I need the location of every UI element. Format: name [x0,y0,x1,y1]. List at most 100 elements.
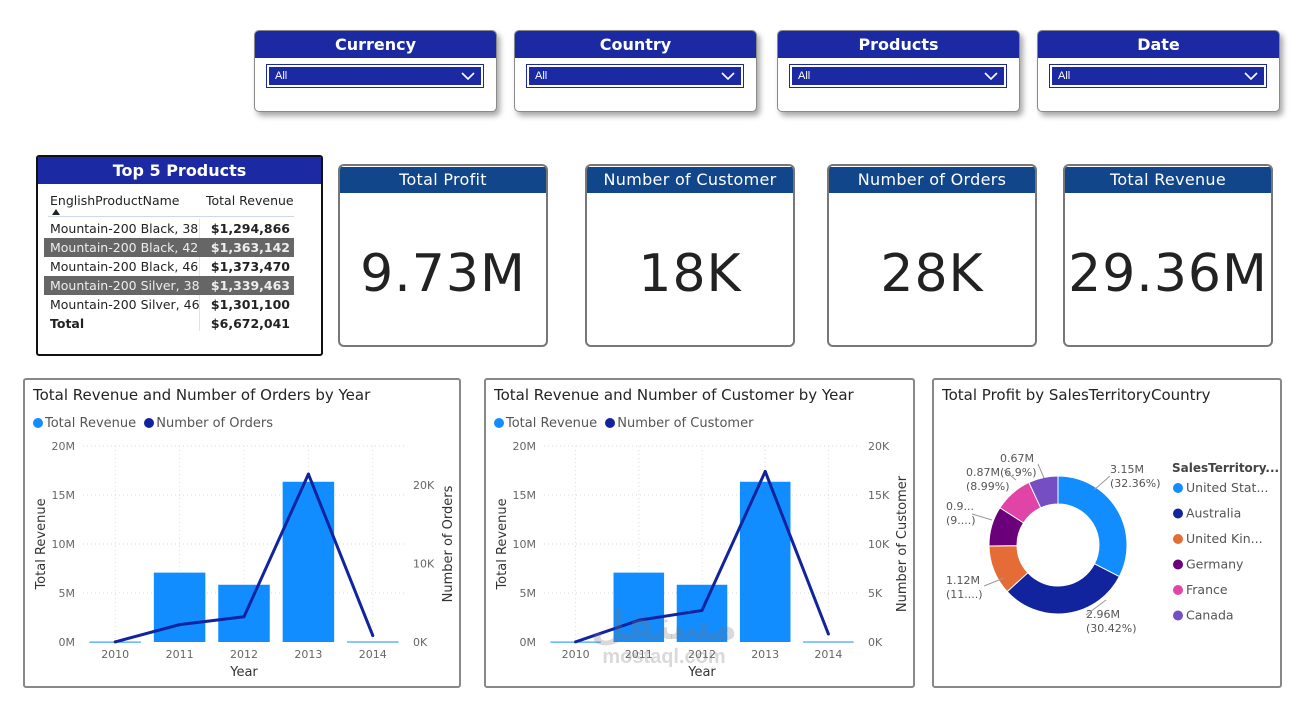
y-tick-label: 0M [520,636,537,649]
y-tick-label: 10M [513,538,537,551]
date-dropdown[interactable]: All [1049,64,1267,88]
table-row[interactable]: Mountain-200 Silver, 46 $1,301,100 [44,295,294,314]
y-tick-label: 15M [513,489,537,502]
y2-axis-title: Number of Customer [895,475,910,612]
chart-title: Total Profit by SalesTerritoryCountry [942,386,1211,404]
table-row[interactable]: Mountain-200 Silver, 38 $1,339,463 [44,276,294,295]
x-tick-label: 2014 [359,648,387,661]
slice-percent-label: (30.42%) [1086,622,1137,635]
total-revenue-card: Total Revenue 29.36M [1063,164,1273,347]
y2-tick-label: 0K [868,636,883,649]
table-row[interactable]: Mountain-200 Black, 46 $1,373,470 [44,257,294,276]
country-dropdown[interactable]: All [526,64,744,88]
slice-value-label: 0.9... [946,500,974,513]
combo-chart[interactable]: 0M 5M 10M 15M 20M 0K 5K 10K 15K 20K 2010 2011 2012 20… [486,380,913,686]
product-name: Mountain-200 Black, 46 [50,259,199,274]
leader-line [1003,469,1017,481]
y2-tick-label: 5K [868,587,883,600]
y-tick-label: 0M [59,636,76,649]
y-tick-label: 10M [52,538,76,551]
x-tick-label: 2011 [625,648,653,661]
bar-2013 [739,481,791,642]
dropdown-value: All [798,70,811,82]
currency-dropdown[interactable]: All [266,64,484,88]
x-tick-label: 2010 [562,648,590,661]
revenue-customer-chart-panel: Total Revenue and Number of Customer by … [484,378,915,688]
y2-tick-label: 20K [868,440,890,453]
slicer-title: Currency [255,31,496,58]
legend-dot-icon [1173,534,1183,544]
sort-ascending-icon [52,209,60,215]
table-header: EnglishProductName Total Revenue [50,193,294,208]
table-row[interactable]: Mountain-200 Black, 38 $1,294,866 [44,219,294,238]
x-tick-label: 2014 [814,648,842,661]
card-title: Number of Customer [587,167,793,193]
profit-by-country-panel: Total Profit by SalesTerritoryCountry 3.… [932,378,1282,688]
product-name: Mountain-200 Silver, 38 [50,278,200,293]
x-axis-title: Year [229,665,258,680]
bar-2011 [613,572,665,642]
slice-value-label: 2.96M [1086,608,1120,621]
chart-title: Total Revenue and Number of Orders by Ye… [33,386,371,404]
y2-tick-label: 10K [868,538,890,551]
products-slicer: Products All [777,30,1020,112]
y-tick-label: 5M [59,587,76,600]
line-point-2010 [574,640,578,644]
chevron-down-icon [721,72,735,81]
leader-line [1085,599,1107,616]
legend-dot-icon [1173,610,1183,621]
product-revenue: $1,294,866 [210,221,290,236]
products-dropdown[interactable]: All [789,64,1007,88]
legend-item: Germany [1186,557,1244,572]
product-name: Mountain-200 Black, 42 [50,240,199,255]
combo-chart[interactable]: 0M 5M 10M 15M 20M 0K 10K 20K 2010 2011 2012 2013 201… [25,380,459,686]
x-tick-label: 2013 [294,648,322,661]
slice-value-label: 3.15M [1110,463,1144,476]
slicer-title: Products [778,31,1019,58]
legend-dot-icon [494,418,504,428]
slice-percent-label: (6.9%) [1000,466,1037,479]
product-revenue: $1,373,470 [210,259,290,274]
slice-percent-label: (9....) [946,514,976,527]
bar-2014 [347,641,399,643]
column-header-product[interactable]: EnglishProductName [50,193,180,208]
legend-item: France [1186,582,1228,597]
legend-item[interactable]: Total Revenue [45,416,137,431]
y-tick-label: 20M [513,440,537,453]
card-value: 29.36M [1068,244,1268,304]
card-value: 9.73M [360,244,526,304]
dropdown-value: All [1058,70,1071,82]
chevron-down-icon [984,72,998,81]
legend-dot-icon [1173,483,1183,493]
line-point-2014 [371,634,375,638]
legend-item[interactable]: Number of Orders [156,416,273,431]
header-underline [48,216,294,217]
legend-item[interactable]: Number of Customer [617,416,754,431]
card-title: Total Revenue [1065,167,1271,193]
column-header-revenue[interactable]: Total Revenue [206,193,294,208]
product-revenue: $1,301,100 [210,297,290,312]
slice-percent-label: (8.99%) [966,480,1010,493]
donut-chart[interactable]: 3.15M(32.36%) 2.96M(30.42%) 1.12M(11....) 0… [934,380,1280,686]
y2-axis-title: Number of Orders [441,485,456,602]
x-axis-title: Year [687,665,716,680]
table-row[interactable]: Mountain-200 Black, 42 $1,363,142 [44,238,294,257]
leader-line [971,513,993,521]
total-profit-card: Total Profit 9.73M [338,164,548,347]
total-row: Total $6,672,041 [44,314,294,333]
product-revenue: $1,339,463 [210,278,290,293]
leader-line [1093,475,1111,491]
legend-item: Australia [1186,506,1241,521]
y2-tick-label: 10K [413,558,435,571]
card-title: Number of Orders [829,167,1035,193]
slice-value-label: 1.12M [946,574,980,587]
y2-tick-label: 0K [413,636,428,649]
slice-Australia [1006,563,1121,615]
slicer-title: Date [1038,31,1279,58]
column-divider [199,219,200,331]
slice-value-label: 0.67M [1000,452,1034,465]
x-tick-label: 2011 [166,648,194,661]
legend-item[interactable]: Total Revenue [506,416,598,431]
legend-dot-icon [605,418,616,428]
x-tick-label: 2010 [101,648,129,661]
